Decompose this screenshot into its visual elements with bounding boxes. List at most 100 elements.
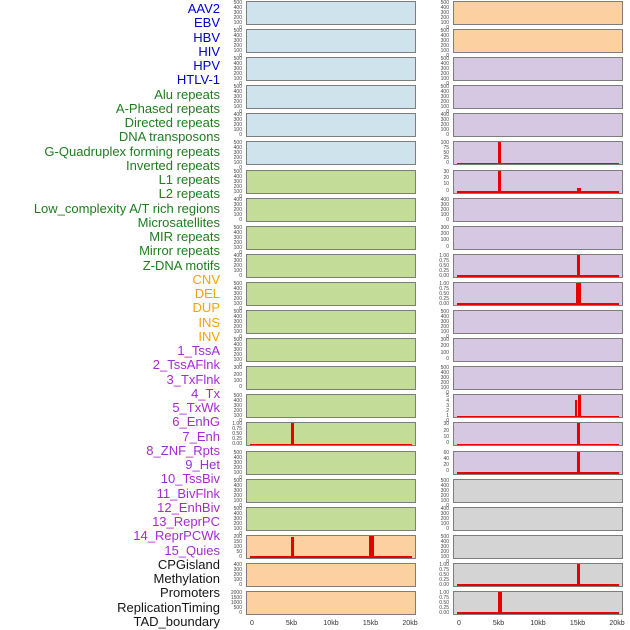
y-axis-tick-label: 200 — [233, 71, 242, 78]
track-promoters: 500 400 300 200 100 0 — [431, 534, 623, 564]
y-axis-tick-label: 300 — [233, 347, 242, 354]
left-track-panel: 500 400 300 200 100 0 500 400 300 200 100 0 500 400 30… — [224, 1, 418, 630]
y-axis-tick-label: 100 — [233, 497, 242, 504]
y-axis-tick-label: 400 — [233, 5, 242, 11]
y-axis-tick-label: 400 — [440, 482, 449, 489]
y-axis-ticks: 300 200 100 0 — [431, 225, 451, 250]
y-axis-tick-label: 100 — [440, 20, 449, 26]
y-axis-tick-label: 2000 — [230, 589, 242, 596]
y-axis-ticks: 500 400 300 200 100 0 — [224, 506, 244, 536]
track-plot-area — [246, 141, 416, 166]
y-axis-tick-label: 0.50 — [439, 290, 449, 297]
y-axis-tick-label: 0 — [446, 216, 449, 223]
y-axis-tick-label: 400 — [440, 112, 449, 119]
track-8-znf-rpts: 1.00 0.75 0.50 0.25 0.00 — [431, 253, 623, 278]
y-axis-tick-label: 400 — [440, 61, 449, 68]
y-axis-tick-label: 300 — [440, 201, 449, 208]
track-hiv: 500 400 300 200 100 0 — [224, 85, 416, 115]
y-axis-tick-label: 500 — [233, 280, 242, 287]
x-axis-label: 15kb — [569, 620, 586, 628]
y-axis-tick-label: 300 — [233, 38, 242, 45]
track-tad-boundary: 1.00 0.75 0.50 0.25 0.00 — [431, 590, 623, 615]
y-axis-tick-label: 0.00 — [232, 441, 242, 448]
y-axis-ticks: 500 400 300 200 100 0 — [431, 57, 451, 87]
signal-baseline — [457, 303, 619, 305]
y-axis-tick-label: 300 — [233, 319, 242, 326]
y-axis-tick-label: 300 — [233, 178, 242, 185]
x-axis-label: 10kb — [530, 620, 546, 628]
y-axis-tick-label: 300 — [233, 403, 242, 410]
y-axis-tick-label: 400 — [233, 145, 242, 152]
y-axis-ticks: 500 400 300 200 100 0 — [431, 534, 451, 564]
y-axis-tick-label: 100 — [233, 543, 242, 550]
track-low-complexity-a-t-rich-regions: 500 400 300 200 100 0 — [224, 394, 416, 424]
y-axis-tick-label: 0 — [446, 525, 449, 532]
y-axis-tick-label: 200 — [440, 515, 449, 522]
row-label-2-tssaflnk: 2_TssAFlnk — [152, 357, 220, 373]
row-label-12-enhbiv: 12_EnhBiv — [157, 499, 220, 515]
right-track-panel: 500 400 300 200 100 0 500 400 300 200 100 0 500 400 30… — [431, 1, 624, 630]
y-axis-tick-label: 100 — [233, 329, 242, 336]
y-axis-tick-label: 300 — [233, 66, 242, 73]
y-axis-tick-label: 0 — [446, 558, 449, 565]
row-label-9-het: 9_Het — [185, 457, 220, 472]
y-axis-tick-label: 0 — [239, 530, 242, 537]
row-label-7-enh: 7_Enh — [182, 428, 220, 444]
track-plot-area — [246, 534, 416, 559]
y-axis-ticks: 500 400 300 200 100 0 — [224, 85, 244, 115]
track-plot-area — [246, 169, 416, 194]
y-axis-tick-label: 100 — [440, 237, 449, 244]
row-label-low-complexity-a-t-rich-regions: Low_complexity A/T rich regions — [33, 200, 220, 216]
y-axis-tick-label: 25 — [443, 155, 449, 162]
row-label-methylation: Methylation — [153, 571, 220, 586]
y-axis-tick-label: 400 — [233, 342, 242, 349]
y-axis-tick-label: 400 — [233, 33, 242, 40]
y-axis-tick-label: 200 — [440, 324, 449, 331]
y-axis-tick-label: 400 — [440, 314, 449, 321]
y-axis-ticks: 400 300 200 100 0 — [224, 253, 244, 278]
y-axis-tick-label: 0.75 — [232, 426, 242, 433]
y-axis-tick-label: 1500 — [230, 594, 242, 601]
track-plot-area — [453, 506, 623, 531]
y-axis-tick-label: 300 — [233, 459, 242, 466]
y-axis-tick-label: 0 — [446, 81, 449, 88]
y-axis-ticks: 500 400 300 200 100 0 — [224, 29, 244, 59]
signal-baseline — [250, 443, 412, 446]
y-axis-tick-label: 0 — [239, 109, 242, 116]
signal-spike — [291, 423, 294, 446]
x-axis-label: 15kb — [362, 620, 379, 628]
y-axis-tick-label: 0 — [239, 384, 242, 391]
track-plot-area — [453, 85, 623, 110]
y-axis-tick-label: 200 — [233, 43, 242, 50]
y-axis-tick-label: 500 — [440, 309, 449, 316]
track-plot-area — [453, 478, 623, 503]
y-axis-tick-label: 0 — [446, 109, 449, 116]
track-3-txflnk: 400 300 200 100 0 — [431, 112, 623, 138]
y-axis-tick-label: 400 — [440, 196, 449, 203]
y-axis-tick-label: 100 — [440, 553, 449, 560]
signal-spike — [576, 162, 581, 165]
y-axis-tick-label: 200 — [440, 122, 449, 129]
y-axis-tick-label: 200 — [233, 183, 242, 190]
track-plot-area — [246, 310, 416, 335]
y-axis-tick-label: 300 — [440, 117, 449, 124]
track-l1-repeats: 500 400 300 200 100 0 — [224, 338, 416, 368]
y-axis-tick-label: 200 — [440, 231, 449, 238]
track-plot-area — [453, 225, 623, 250]
track-plot-area — [453, 338, 623, 363]
y-axis-tick-label: 200 — [440, 15, 449, 21]
y-axis-tick-label: 200 — [233, 15, 242, 21]
y-axis-tick-label: 100 — [233, 127, 242, 134]
y-axis-tick-label: 100 — [233, 413, 242, 420]
y-axis-tick-label: 50 — [443, 150, 449, 157]
row-label-htlv-1: HTLV-1 — [176, 72, 220, 88]
y-axis-tick-label: 200 — [233, 295, 242, 302]
row-label-10-tssbiv: 10_TssBiv — [160, 471, 220, 487]
signal-spike — [576, 423, 581, 446]
row-label-inverted-repeats: Inverted repeats — [126, 157, 220, 173]
row-label-hbv: HBV — [193, 29, 220, 45]
signal-spike — [577, 563, 580, 586]
signal-baseline — [457, 584, 619, 586]
y-axis-ticks: 500 400 300 200 100 0 — [224, 141, 244, 171]
